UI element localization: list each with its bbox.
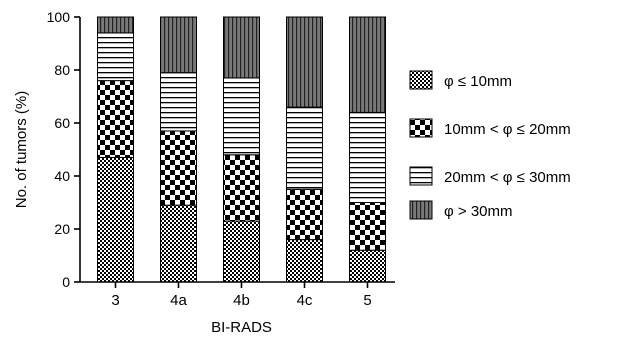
x-axis-label: BI-RADS bbox=[211, 319, 272, 336]
bar-segment bbox=[160, 72, 197, 132]
x-tick-label: 4a bbox=[170, 292, 187, 309]
bar-segment bbox=[223, 220, 260, 283]
bar-segment bbox=[349, 202, 386, 251]
bar-segment bbox=[97, 16, 134, 34]
bar-segment bbox=[223, 154, 260, 222]
bar-segment bbox=[349, 249, 386, 283]
bar-segment bbox=[97, 156, 134, 283]
legend-label: 10mm < φ ≤ 20mm bbox=[444, 121, 571, 138]
x-tick-label: 3 bbox=[111, 292, 119, 309]
bar-segment bbox=[97, 32, 134, 82]
bar-segment bbox=[286, 188, 323, 241]
bar-segment bbox=[160, 204, 197, 283]
legend-swatch bbox=[409, 166, 433, 186]
bar-segment bbox=[286, 106, 323, 190]
legend-label: φ > 30mm bbox=[444, 203, 513, 220]
bar-segment bbox=[286, 239, 323, 283]
x-tick-label: 4c bbox=[297, 292, 313, 309]
legend-swatch bbox=[409, 200, 433, 220]
plot-area bbox=[97, 16, 386, 283]
x-axis: 3 4a 4b 4c 5 bbox=[80, 281, 395, 309]
y-tick-label: 60 bbox=[54, 115, 70, 131]
y-tick-label: 40 bbox=[54, 168, 70, 184]
legend-label: 20mm < φ ≤ 30mm bbox=[444, 169, 571, 186]
legend-swatch bbox=[409, 70, 433, 90]
y-tick-label: 100 bbox=[47, 9, 71, 25]
legend-swatch bbox=[409, 118, 433, 138]
legend: φ ≤ 10mm 10mm < φ ≤ 20mm 20mm < φ ≤ 30mm φ … bbox=[409, 70, 571, 220]
y-tick-label: 0 bbox=[62, 274, 70, 290]
y-axis: 0 20 40 60 80 100 bbox=[47, 9, 81, 290]
x-tick-label: 5 bbox=[363, 292, 371, 309]
y-tick-label: 80 bbox=[54, 62, 70, 78]
bar-segment bbox=[160, 130, 197, 206]
bar-segment bbox=[97, 80, 134, 158]
bar-segment bbox=[349, 111, 386, 203]
y-axis-label: No. of tumors (%) bbox=[13, 91, 30, 209]
x-tick-label: 4b bbox=[233, 292, 250, 309]
bar-segment bbox=[349, 16, 386, 113]
legend-label: φ ≤ 10mm bbox=[444, 73, 512, 90]
bar-segment bbox=[223, 77, 260, 156]
bar-segment bbox=[223, 16, 260, 79]
bar-segment bbox=[286, 16, 323, 108]
y-tick-label: 20 bbox=[54, 221, 70, 237]
bar-segment bbox=[160, 16, 197, 74]
